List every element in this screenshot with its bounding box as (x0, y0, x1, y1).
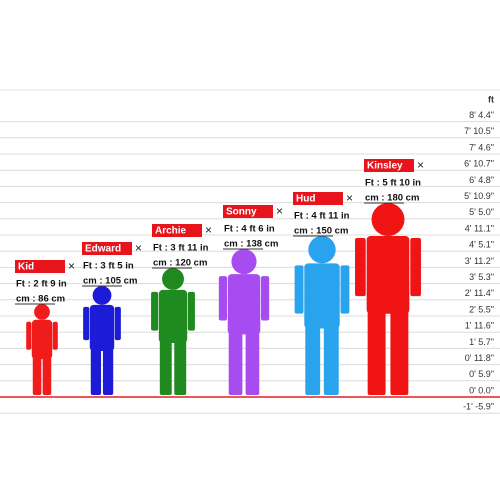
name-tag (15, 260, 65, 273)
scale-label: 3' 11.2" (465, 256, 494, 266)
figure-part (162, 268, 184, 290)
scale-label: -1' -5.9" (463, 402, 494, 412)
scale-label: 7' 4.6" (469, 142, 494, 152)
height-cm: cm : 120 cm (153, 258, 207, 269)
figure-part (32, 355, 42, 395)
scale-label: 1' 5.7" (469, 337, 494, 347)
close-button[interactable]: × (135, 241, 142, 255)
figure-part (114, 306, 121, 341)
figure-part (308, 236, 336, 264)
close-button[interactable]: × (205, 223, 212, 237)
figure-name: Edward (85, 244, 121, 255)
scale-label: 8' 4.4" (469, 110, 494, 120)
name-tag (82, 242, 132, 255)
figure-part (390, 309, 409, 395)
figure-name: Kid (18, 262, 34, 273)
scale-label: 0' 5.9" (469, 369, 494, 379)
figure-part (355, 237, 366, 297)
figure-part (158, 289, 188, 343)
close-button[interactable]: × (276, 204, 283, 218)
figure-part (31, 319, 53, 360)
height-ft: Ft : 4 ft 11 in (294, 211, 350, 222)
figure-part (227, 274, 261, 335)
height-cm: cm : 180 cm (365, 193, 419, 204)
scale-label: 5' 10.9" (464, 191, 494, 201)
figure-name: Hud (296, 194, 315, 205)
figure-part (42, 355, 52, 395)
figure (218, 248, 270, 395)
height-cm: cm : 86 cm (16, 294, 65, 305)
scale-label: 4' 11.1" (465, 223, 494, 233)
figure-part (151, 291, 159, 331)
figure-part (371, 203, 405, 236)
figure-name: Archie (155, 226, 187, 237)
scale-label: 2' 11.4" (465, 288, 494, 298)
figure-part (52, 321, 58, 350)
figure-part (410, 237, 421, 297)
figure-name: Sonny (226, 207, 257, 218)
figure-part (304, 263, 340, 329)
figure-part (261, 276, 270, 321)
figure (294, 236, 350, 395)
name-tag (364, 159, 414, 172)
figure-part (218, 276, 227, 321)
height-ft: Ft : 5 ft 10 in (365, 178, 421, 189)
figure-part (231, 248, 257, 275)
figure-part (34, 304, 50, 320)
scale-label: 1' 11.6" (465, 321, 494, 331)
figure-part (92, 286, 112, 305)
figure-part (102, 347, 114, 395)
scale-label: 0' 0.0" (469, 385, 494, 395)
figure-part (367, 309, 386, 395)
figure-part (305, 324, 321, 395)
figure-part (83, 306, 90, 341)
figure-part (294, 265, 304, 314)
close-button[interactable]: × (68, 259, 75, 273)
figure (83, 286, 121, 395)
scale-label: 0' 11.8" (465, 353, 494, 363)
close-button[interactable]: × (346, 191, 353, 205)
figure-part (366, 235, 410, 314)
height-ft: Ft : 3 ft 11 in (153, 243, 209, 254)
figure-part (340, 265, 350, 314)
figure-name: Kinsley (367, 161, 403, 172)
figure (26, 304, 58, 395)
figure-part (159, 338, 172, 395)
scale-label: 5' 5.0" (469, 207, 494, 217)
figure-part (174, 338, 187, 395)
unit-label: ft (488, 94, 494, 104)
scale-label: 2' 5.5" (469, 304, 494, 314)
close-button[interactable]: × (417, 158, 424, 172)
scale-label: 7' 10.5" (464, 126, 494, 136)
height-ft: Ft : 4 ft 6 in (224, 224, 275, 235)
figure-part (89, 304, 115, 352)
scale-label: 3' 5.3" (469, 272, 494, 282)
figure (355, 203, 421, 395)
figure-part (187, 291, 195, 331)
figure (151, 268, 195, 395)
height-cm: cm : 105 cm (83, 276, 137, 287)
name-tag (293, 192, 343, 205)
name-tag (152, 224, 202, 237)
scale-label: 4' 5.1" (469, 240, 494, 250)
figure-part (228, 330, 243, 395)
figure-part (245, 330, 260, 395)
figure-part (26, 321, 32, 350)
figure-part (323, 324, 339, 395)
figure-part (90, 347, 102, 395)
scale-label: 6' 10.7" (464, 159, 494, 169)
scale-label: 6' 4.8" (469, 175, 494, 185)
height-cm: cm : 138 cm (224, 239, 278, 250)
height-ft: Ft : 2 ft 9 in (16, 279, 67, 290)
name-tag (223, 205, 273, 218)
height-ft: Ft : 3 ft 5 in (83, 261, 134, 272)
height-cm: cm : 150 cm (294, 226, 348, 237)
